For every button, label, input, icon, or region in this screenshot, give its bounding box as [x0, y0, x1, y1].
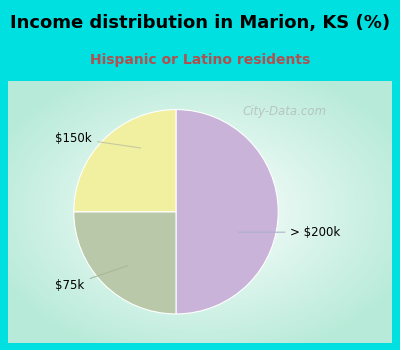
- Wedge shape: [74, 212, 176, 314]
- Text: $150k: $150k: [56, 132, 140, 148]
- Text: City-Data.com: City-Data.com: [242, 105, 326, 119]
- Text: > $200k: > $200k: [238, 226, 341, 239]
- Wedge shape: [74, 110, 176, 212]
- Text: Income distribution in Marion, KS (%): Income distribution in Marion, KS (%): [10, 14, 390, 32]
- Text: Hispanic or Latino residents: Hispanic or Latino residents: [90, 53, 310, 67]
- Text: $75k: $75k: [56, 266, 127, 292]
- Wedge shape: [176, 110, 278, 314]
